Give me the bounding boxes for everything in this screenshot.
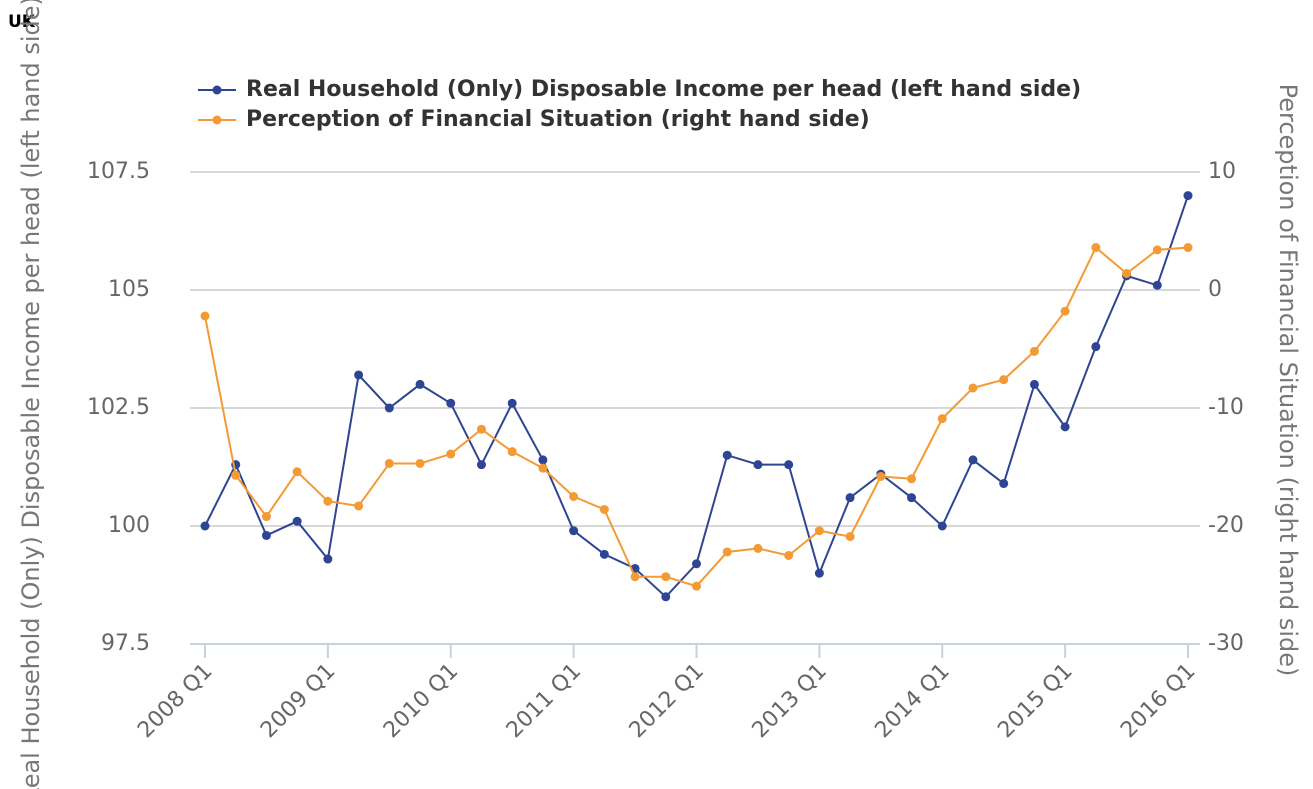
data-point: [692, 559, 701, 569]
y-tick-label: 97.5: [101, 631, 150, 656]
data-point: [1029, 379, 1039, 389]
data-point: [231, 470, 241, 480]
data-point: [1183, 243, 1193, 253]
y-tick-label: 105: [108, 277, 150, 302]
x-tick-label: 2012 Q1: [625, 659, 709, 743]
data-point: [1091, 342, 1101, 352]
legend-marker: [212, 85, 222, 95]
data-point: [907, 474, 917, 484]
data-point: [722, 547, 732, 557]
data-point: [999, 479, 1009, 489]
data-point: [907, 493, 917, 503]
data-point: [937, 521, 947, 531]
legend-label: Real Household (Only) Disposable Income …: [246, 77, 1081, 102]
data-point: [384, 458, 394, 468]
data-point: [1183, 191, 1193, 201]
x-tick-label: 2013 Q1: [748, 659, 832, 743]
data-point: [292, 516, 302, 526]
data-point: [323, 554, 333, 564]
data-point: [630, 572, 640, 582]
data-point: [538, 455, 548, 465]
data-point: [814, 526, 824, 536]
data-point: [538, 463, 548, 473]
x-tick-label: 2015 Q1: [993, 659, 1077, 743]
y2-tick-label: -30: [1208, 631, 1244, 656]
data-point: [784, 551, 794, 560]
y-tick-label: 102.5: [87, 395, 150, 420]
data-point: [661, 592, 671, 602]
data-point: [292, 467, 302, 477]
data-point: [784, 460, 794, 470]
x-tick-label: 2008 Q1: [133, 659, 217, 743]
data-point: [261, 530, 271, 540]
data-point: [845, 493, 855, 503]
data-point: [1060, 306, 1070, 316]
series-line: [204, 195, 1189, 599]
data-point: [354, 370, 364, 380]
data-point: [384, 403, 394, 413]
data-point: [1152, 280, 1162, 290]
y2-axis-label: Perception of Financial Situation (right…: [1274, 84, 1302, 677]
data-point: [1091, 243, 1101, 253]
data-point: [845, 532, 855, 542]
data-point: [476, 424, 486, 434]
y2-tick-label: 0: [1208, 277, 1222, 302]
data-point: [261, 512, 271, 522]
y-tick-label: 107.5: [87, 159, 150, 184]
data-point: [876, 471, 886, 481]
data-point: [722, 450, 732, 460]
legend-marker: [212, 115, 222, 125]
data-point: [569, 526, 579, 536]
data-point: [599, 549, 609, 559]
y2-tick-label: -10: [1208, 395, 1244, 420]
x-tick-label: 2016 Q1: [1116, 659, 1200, 743]
data-point: [415, 379, 425, 389]
y-axis-label: Real Household (Only) Disposable Income …: [17, 0, 45, 789]
data-point: [1060, 422, 1070, 432]
data-point: [569, 492, 579, 501]
x-tick-label: 2011 Q1: [502, 659, 586, 743]
data-point: [1029, 346, 1039, 356]
data-point: [446, 398, 456, 408]
data-point: [968, 455, 978, 465]
x-tick-label: 2010 Q1: [379, 659, 463, 743]
data-point: [507, 447, 517, 457]
x-tick-label: 2014 Q1: [870, 659, 954, 743]
data-point: [753, 460, 763, 470]
data-point: [507, 398, 517, 408]
data-point: [476, 460, 486, 470]
data-point: [415, 458, 425, 468]
data-point: [937, 414, 947, 424]
y2-tick-label: 10: [1208, 159, 1236, 184]
data-point: [200, 311, 210, 321]
data-point: [446, 449, 456, 459]
data-point: [323, 496, 333, 506]
data-point: [200, 521, 210, 531]
y2-tick-label: -20: [1208, 513, 1244, 538]
data-point: [1122, 268, 1132, 278]
data-point: [599, 504, 609, 514]
y-tick-label: 100: [108, 513, 150, 538]
data-point: [1152, 245, 1162, 255]
data-point: [968, 383, 978, 393]
legend-label: Perception of Financial Situation (right…: [246, 107, 870, 132]
chart-title: UK: [8, 12, 36, 32]
data-point: [999, 375, 1009, 385]
data-point: [692, 581, 701, 591]
x-tick-label: 2009 Q1: [256, 659, 340, 743]
data-point: [814, 568, 824, 578]
data-point: [354, 501, 364, 511]
data-point: [753, 543, 763, 553]
data-point: [661, 572, 671, 582]
